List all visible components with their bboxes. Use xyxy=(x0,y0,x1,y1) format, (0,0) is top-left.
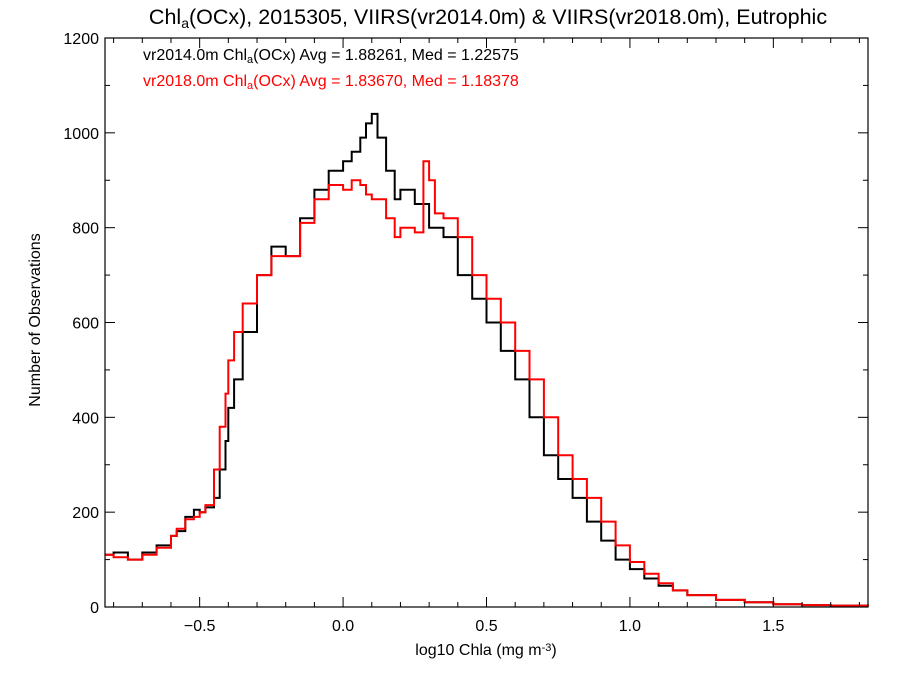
chart-title-part-2: (OCx), 2015305, VIIRS(vr2014.0m) & VIIRS… xyxy=(189,5,827,29)
x-tick-label: 1.5 xyxy=(762,618,784,635)
y-tick-label: 800 xyxy=(72,221,99,238)
chart-title-part-0: Chl xyxy=(149,5,181,29)
y-tick-label: 1200 xyxy=(63,31,99,48)
legend: vr2014.0m Chla(OCx) Avg = 1.88261, Med =… xyxy=(143,47,519,92)
chart-title-part-1: a xyxy=(181,15,189,31)
series-line-vr2014.0m xyxy=(105,112,869,607)
y-tick-label: 0 xyxy=(90,600,99,617)
legend-entry-vr2018.0m-part-2: (OCx) Avg = 1.83670, Med = 1.18378 xyxy=(253,73,519,90)
x-tick-label: −0.5 xyxy=(184,618,216,635)
x-axis-label-part-0: log10 Chla (mg m xyxy=(415,642,541,659)
series-layer xyxy=(105,112,869,607)
y-tick-label: 400 xyxy=(72,410,99,427)
x-tick-label: 0.0 xyxy=(332,618,354,635)
legend-entry-vr2018.0m: vr2018.0m Chla(OCx) Avg = 1.83670, Med =… xyxy=(143,73,519,92)
y-tick-label: 1000 xyxy=(63,126,99,143)
x-tick-label: 1.0 xyxy=(619,618,641,635)
legend-entry-vr2014.0m-part-2: (OCx) Avg = 1.88261, Med = 1.22575 xyxy=(253,47,519,64)
legend-entry-vr2014.0m: vr2014.0m Chla(OCx) Avg = 1.88261, Med =… xyxy=(143,47,519,66)
chart-title: Chla(OCx), 2015305, VIIRS(vr2014.0m) & V… xyxy=(149,5,827,31)
y-tick-label: 200 xyxy=(72,505,99,522)
legend-entry-vr2018.0m-part-1: a xyxy=(247,80,254,92)
x-axis-label-part-2: ) xyxy=(551,642,556,659)
x-axis-label: log10 Chla (mg m-3) xyxy=(415,642,556,659)
x-axis: −0.5 0.0 0.5 1.0 1.5 xyxy=(113,38,860,635)
y-axis-label: Number of Observations xyxy=(27,233,44,406)
x-axis-label-part-1: -3 xyxy=(542,642,552,654)
legend-entry-vr2014.0m-part-1: a xyxy=(247,54,254,66)
legend-entry-vr2018.0m-part-0: vr2018.0m Chl xyxy=(143,73,247,90)
y-tick-label: 600 xyxy=(72,316,99,333)
y-axis: 0 200 400 600 800 1000 1200 xyxy=(63,31,868,617)
series-line-vr2018.0m xyxy=(105,160,869,607)
x-tick-label: 0.5 xyxy=(475,618,497,635)
legend-entry-vr2014.0m-part-0: vr2014.0m Chl xyxy=(143,47,247,64)
